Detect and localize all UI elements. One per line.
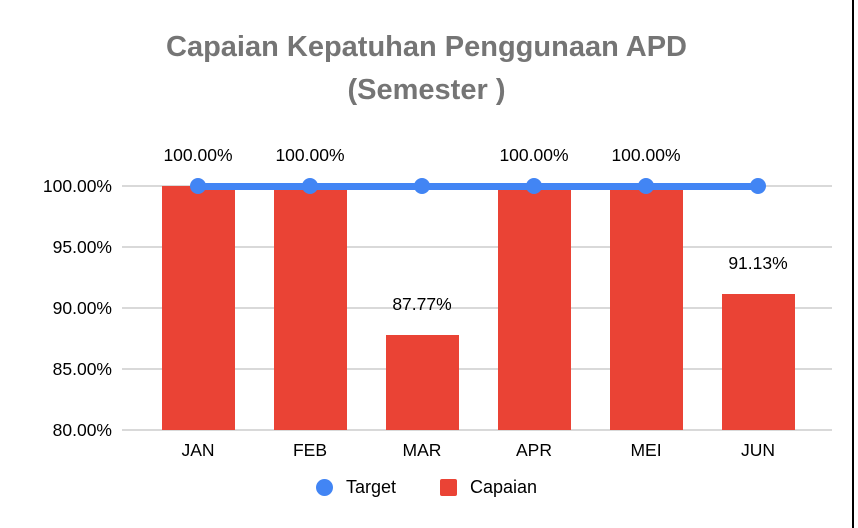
bar-capaian	[273, 186, 347, 430]
chart-title-line-2: (Semester )	[347, 74, 506, 106]
bar-capaian	[385, 335, 459, 430]
x-axis-category-label: JUN	[740, 440, 776, 460]
bar-value-label: 100.00%	[499, 145, 569, 165]
bar-capaian	[497, 186, 571, 430]
bar-value-label: 100.00%	[163, 145, 233, 165]
bar-capaian	[721, 294, 795, 430]
target-point-marker	[414, 178, 430, 194]
target-point-marker	[526, 178, 542, 194]
bar-value-label: 100.00%	[275, 145, 345, 165]
target-line	[198, 182, 758, 190]
x-axis-category-label: MAR	[402, 440, 442, 460]
target-point-marker	[638, 178, 654, 194]
x-axis-category-label: FEB	[292, 440, 328, 460]
y-axis-tick-label: 80.00%	[52, 420, 112, 440]
y-axis-tick-label: 85.00%	[52, 359, 112, 379]
gridline	[122, 368, 832, 370]
y-axis-tick-label: 90.00%	[52, 298, 112, 318]
target-point-marker	[302, 178, 318, 194]
bar-value-label: 91.13%	[728, 253, 788, 274]
target-series-icon	[315, 479, 333, 496]
x-axis-category-label: APR	[516, 440, 552, 460]
bar-value-label: 87.77%	[392, 294, 452, 315]
legend-label-target: Target	[345, 477, 396, 497]
x-axis-category-label: MEI	[630, 440, 662, 460]
chart-title: Capaian Kepatuhan Penggunaan APD (Semest…	[0, 26, 853, 112]
y-axis-tick-label: 100.00%	[42, 176, 112, 196]
target-point-marker	[190, 178, 206, 194]
legend-item-target: Target	[315, 477, 396, 498]
chart-legend: Target Capaian	[0, 477, 853, 498]
x-axis-category-label: JAN	[181, 440, 215, 460]
legend-label-capaian: Capaian	[469, 477, 538, 497]
bar-capaian	[161, 186, 235, 430]
legend-item-capaian: Capaian	[439, 477, 538, 498]
bar-value-label: 100.00%	[611, 145, 681, 165]
gridline	[122, 246, 832, 248]
capaian-series-icon	[439, 479, 457, 496]
bar-capaian	[609, 186, 683, 430]
gridline	[122, 429, 832, 431]
table-cell-border	[852, 0, 854, 528]
y-axis-tick-label: 95.00%	[52, 237, 112, 257]
target-point-marker	[750, 178, 766, 194]
gridline	[122, 307, 832, 309]
chart-title-line-1: Capaian Kepatuhan Penggunaan APD	[166, 31, 687, 63]
